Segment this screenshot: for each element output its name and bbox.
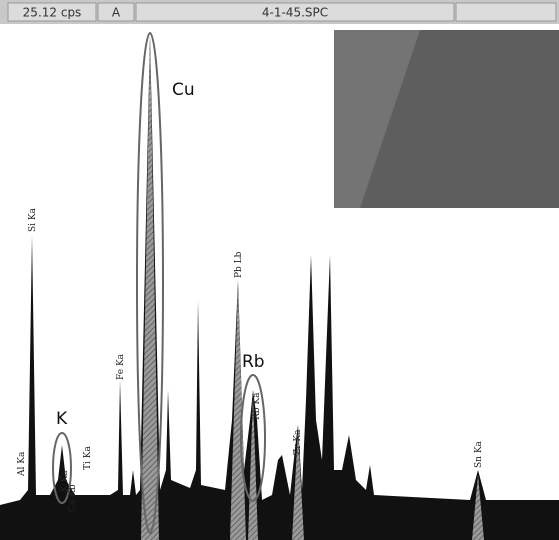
cps-box [7,2,97,22]
file-box [135,2,455,22]
mode-box [97,2,135,22]
file-name: 4-1-45.SPC [262,6,328,20]
element-label: Cu [172,80,195,100]
element-label: K [56,409,68,429]
peak-label: Ca Kb [68,484,78,512]
rb-outline [240,374,266,502]
peak-label: Fe Ka [116,353,126,380]
cu-outline [136,32,164,534]
hatched-peaks [230,285,484,540]
peak-label: K Ka [60,470,70,492]
peak-label: Zr Ka [293,429,303,455]
mode: A [112,6,121,20]
image-shade [334,30,420,208]
cps: 25.12 cps [23,6,82,20]
blank-box [455,2,557,22]
peak-label: Rb Ka [252,392,262,420]
cu-peak [141,38,159,540]
peak-label: Ti Ka [83,446,93,470]
element-label: Rb [242,352,265,372]
peak-label: Sn Ka [474,440,484,468]
peak-label: Al Ka [17,451,27,477]
peak-label: Pb Lb [234,251,244,278]
k-outline [52,432,72,504]
peak-label: Si Ka [28,207,38,232]
